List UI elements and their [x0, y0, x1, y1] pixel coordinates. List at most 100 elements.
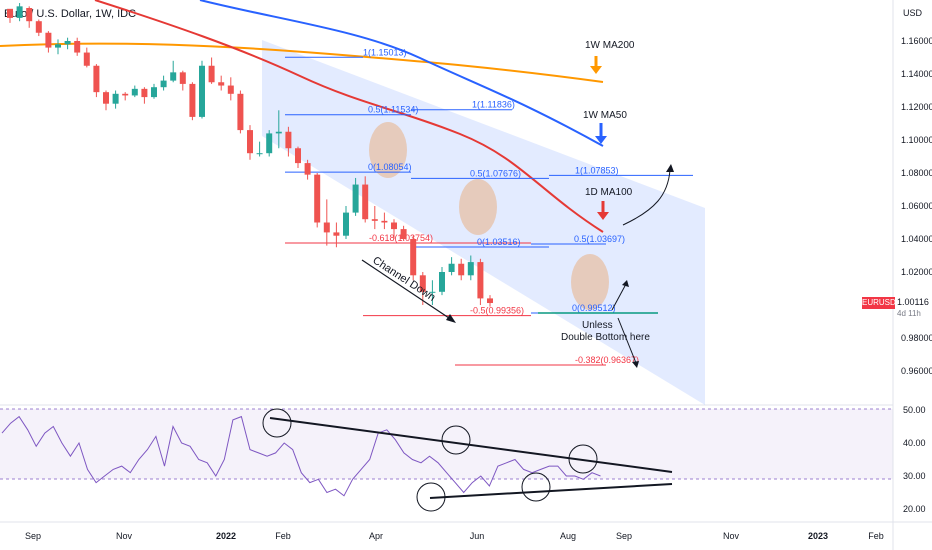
candle-body [419, 275, 426, 292]
highlight-circle [571, 254, 609, 310]
candle-body [323, 222, 330, 233]
projection-curve [622, 169, 671, 226]
time-left-label: 4d 11h [897, 309, 921, 318]
fib-level-label: 0.5(1.11534) [368, 105, 418, 115]
candle-body [83, 52, 90, 66]
candle-body [93, 65, 100, 93]
time-tick-label: Apr [369, 531, 383, 541]
fib-level-label: 1(1.15013) [363, 47, 407, 57]
rsi-line [1, 415, 601, 497]
candle-body [381, 220, 388, 223]
price-tick-label: 0.98000 [901, 333, 932, 343]
candle-body [7, 8, 13, 18]
fib-level-label: 0.5(1.07676) [470, 168, 521, 178]
candle-body [179, 72, 186, 84]
candle-body [266, 133, 273, 154]
ma100-arrow-head [597, 212, 609, 220]
chart-title: Euro / U.S. Dollar, 1W, IDC [4, 8, 137, 20]
fib-level-label: -0.5(0.99356) [470, 306, 524, 316]
currency-label: USD [903, 8, 923, 18]
candle-body [391, 222, 397, 230]
rsi-band [0, 409, 893, 479]
time-tick-label: Sep [25, 531, 41, 541]
candle-body [285, 131, 292, 149]
break-arrow [617, 317, 637, 364]
time-tick-label: Aug [560, 531, 576, 541]
candle-body [467, 262, 474, 276]
candle-body [333, 232, 340, 236]
time-tick-label: Feb [275, 531, 291, 541]
price-tick-label: 1.12000 [901, 102, 932, 112]
candle-body [122, 93, 129, 96]
fib-level-label: -0.382(0.96367) [575, 355, 639, 365]
rsi-pivot-circle [416, 482, 446, 512]
candle-body [410, 239, 417, 276]
price-tick-label: 1.04000 [901, 234, 932, 244]
candle-body [458, 263, 465, 276]
candle-body [208, 65, 215, 83]
time-tick-label: Sep [616, 531, 632, 541]
candle-body [439, 272, 445, 292]
fib-level-label: 0(1.03516) [477, 237, 521, 247]
fib-level-label: 0.5(1.03697) [574, 234, 625, 244]
ma50-label: 1W MA50 [583, 110, 627, 121]
candle-body [343, 212, 349, 236]
channel-arrow [361, 259, 453, 321]
ma200-arrow-head [590, 66, 602, 74]
candle-body [275, 131, 282, 134]
candle-body [74, 41, 81, 53]
ma100-line [94, 0, 604, 233]
price-tick-label: 1.16000 [901, 36, 932, 46]
candle-body [237, 93, 244, 131]
ma200-line [0, 42, 604, 83]
rsi-pivot-circle [568, 444, 598, 474]
candle-body [448, 263, 455, 272]
candle-body [112, 93, 119, 104]
time-tick-label: Nov [723, 531, 740, 541]
ma100-label: 1D MA100 [585, 187, 633, 198]
candle-body [131, 88, 138, 96]
rsi-tick-label: 50.00 [903, 405, 926, 415]
fib-level-label: 0(0.99512) [572, 303, 616, 313]
projection-curve-head [666, 164, 674, 172]
candle-body [362, 184, 369, 220]
time-tick-label: Feb [868, 531, 884, 541]
candle-body [247, 130, 253, 154]
candle-body [35, 21, 42, 33]
highlight-circle [369, 122, 407, 178]
candle-body [160, 80, 167, 88]
candle-body [429, 291, 436, 293]
rsi-pivot-circle [262, 408, 292, 438]
last-price-label: 1.00116 [897, 297, 929, 307]
candle-body [304, 163, 311, 175]
ma50-arrow-head [595, 136, 607, 144]
rsi-pivot-circle [441, 425, 471, 455]
price-tick-label: 1.14000 [901, 69, 932, 79]
candle-body [199, 65, 205, 117]
ma50-line [199, 0, 604, 147]
time-tick-label: Jun [470, 531, 485, 541]
channel-label: Channel Down [370, 254, 437, 303]
candle-body [55, 44, 61, 48]
time-tick-label: 2023 [808, 531, 828, 541]
rsi-support-line [429, 483, 673, 499]
candle-body [64, 41, 71, 45]
candle-body [314, 174, 321, 223]
candle-body [45, 32, 52, 48]
candle-body [103, 92, 109, 104]
channel-arrow-head [446, 314, 456, 323]
rsi-tick-label: 30.00 [903, 471, 926, 481]
time-tick-label: 2022 [216, 531, 236, 541]
highlight-circle [459, 179, 497, 235]
candle-body [352, 184, 359, 213]
symbol-tag: EURUSD [862, 297, 896, 309]
price-tick-label: 1.02000 [901, 267, 932, 277]
rsi-resistance-line [269, 417, 673, 473]
rsi-tick-label: 20.00 [903, 504, 926, 514]
price-tick-label: 1.10000 [901, 135, 932, 145]
candle-body [151, 87, 157, 98]
candle-body [477, 262, 484, 299]
candle-body [26, 8, 33, 22]
candle-body [189, 83, 196, 117]
